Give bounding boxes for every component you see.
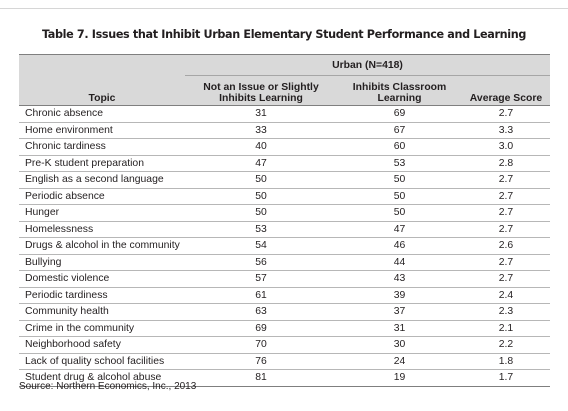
not-an-issue-cell: 40 xyxy=(185,138,337,156)
topic-cell: Bullying xyxy=(19,254,185,271)
inhibits-cell: 47 xyxy=(337,221,462,238)
not-an-issue-cell: 50 xyxy=(185,188,337,205)
not-an-issue-cell: 56 xyxy=(185,254,337,271)
average-score-cell: 2.7 xyxy=(462,105,550,123)
not-an-issue-cell: 70 xyxy=(185,336,337,354)
average-score-cell: 2.1 xyxy=(462,320,550,337)
table-row: Periodic absence 50 50 2.7 xyxy=(19,188,550,205)
group-header-row: Urban (N=418) xyxy=(19,54,550,76)
inhibits-cell: 24 xyxy=(337,353,462,370)
inhibits-cell: 43 xyxy=(337,270,462,288)
inhibits-cell: 19 xyxy=(337,369,462,387)
group-header-urban: Urban (N=418) xyxy=(185,54,550,76)
table-row: Drugs & alcohol in the community 54 46 2.6 xyxy=(19,237,550,255)
table-row: Domestic violence 57 43 2.7 xyxy=(19,270,550,288)
table-row: Chronic absence 31 69 2.7 xyxy=(19,105,550,123)
table-row: Community health 63 37 2.3 xyxy=(19,303,550,321)
not-an-issue-cell: 76 xyxy=(185,353,337,370)
table-row: Homelessness 53 47 2.7 xyxy=(19,221,550,238)
table-row: Neighborhood safety 70 30 2.2 xyxy=(19,336,550,354)
average-score-cell: 2.7 xyxy=(462,188,550,205)
inhibits-cell: 67 xyxy=(337,122,462,139)
inhibits-cell: 39 xyxy=(337,287,462,304)
inhibits-cell: 44 xyxy=(337,254,462,271)
not-an-issue-cell: 81 xyxy=(185,369,337,387)
table-row: Lack of quality school facilities 76 24 1.8 xyxy=(19,353,550,370)
table-row: Crime in the community 69 31 2.1 xyxy=(19,320,550,337)
average-score-cell: 3.3 xyxy=(462,122,550,139)
page-top-rule xyxy=(0,0,568,9)
source-note: Source: Northern Economics, Inc., 2013 xyxy=(19,381,197,392)
not-an-issue-cell: 50 xyxy=(185,204,337,222)
topic-cell: Lack of quality school facilities xyxy=(19,353,185,370)
topic-cell: English as a second language xyxy=(19,171,185,189)
topic-cell: Periodic absence xyxy=(19,188,185,205)
not-an-issue-cell: 63 xyxy=(185,303,337,321)
average-score-cell: 2.3 xyxy=(462,303,550,321)
average-score-cell: 2.8 xyxy=(462,155,550,172)
inhibits-cell: 60 xyxy=(337,138,462,156)
topic-cell: Neighborhood safety xyxy=(19,336,185,354)
not-an-issue-cell: 47 xyxy=(185,155,337,172)
topic-cell: Domestic violence xyxy=(19,270,185,288)
table-title: Table 7. Issues that Inhibit Urban Eleme… xyxy=(41,28,527,41)
not-an-issue-cell: 31 xyxy=(185,105,337,123)
table-row: English as a second language 50 50 2.7 xyxy=(19,171,550,189)
inhibits-cell: 69 xyxy=(337,105,462,123)
not-an-issue-cell: 69 xyxy=(185,320,337,337)
group-header-blank xyxy=(19,54,185,76)
average-score-cell: 2.6 xyxy=(462,237,550,255)
table-row: Pre-K student preparation 47 53 2.8 xyxy=(19,155,550,172)
table-container: Urban (N=418) Topic Not an Issue or Slig… xyxy=(19,54,550,387)
topic-cell: Pre-K student preparation xyxy=(19,155,185,172)
not-an-issue-cell: 33 xyxy=(185,122,337,139)
inhibits-cell: 46 xyxy=(337,237,462,255)
not-an-issue-cell: 54 xyxy=(185,237,337,255)
average-score-cell: 3.0 xyxy=(462,138,550,156)
topic-cell: Periodic tardiness xyxy=(19,287,185,304)
average-score-cell: 1.7 xyxy=(462,369,550,387)
average-score-cell: 2.7 xyxy=(462,270,550,288)
not-an-issue-cell: 57 xyxy=(185,270,337,288)
inhibits-cell: 50 xyxy=(337,188,462,205)
issues-table: Urban (N=418) Topic Not an Issue or Slig… xyxy=(19,54,550,387)
average-score-cell: 2.2 xyxy=(462,336,550,354)
average-score-cell: 2.4 xyxy=(462,287,550,304)
table-row: Periodic tardiness 61 39 2.4 xyxy=(19,287,550,304)
table-row: Home environment 33 67 3.3 xyxy=(19,122,550,139)
table-row: Bullying 56 44 2.7 xyxy=(19,254,550,271)
column-header-inhibits: Inhibits Classroom Learning xyxy=(337,75,462,106)
not-an-issue-cell: 61 xyxy=(185,287,337,304)
topic-cell: Home environment xyxy=(19,122,185,139)
topic-cell: Chronic absence xyxy=(19,105,185,123)
topic-cell: Crime in the community xyxy=(19,320,185,337)
inhibits-cell: 37 xyxy=(337,303,462,321)
inhibits-cell: 31 xyxy=(337,320,462,337)
average-score-cell: 2.7 xyxy=(462,254,550,271)
average-score-cell: 2.7 xyxy=(462,221,550,238)
inhibits-cell: 30 xyxy=(337,336,462,354)
topic-cell: Hunger xyxy=(19,204,185,222)
average-score-cell: 1.8 xyxy=(462,353,550,370)
inhibits-cell: 50 xyxy=(337,171,462,189)
average-score-cell: 2.7 xyxy=(462,171,550,189)
column-header-row: Topic Not an Issue or Slightly Inhibits … xyxy=(19,75,550,106)
not-an-issue-cell: 50 xyxy=(185,171,337,189)
topic-cell: Student drug & alcohol abuse xyxy=(19,369,185,387)
table-row: Chronic tardiness 40 60 3.0 xyxy=(19,138,550,156)
column-header-average-score: Average Score xyxy=(462,75,550,106)
table-row: Hunger 50 50 2.7 xyxy=(19,204,550,222)
average-score-cell: 2.7 xyxy=(462,204,550,222)
topic-cell: Chronic tardiness xyxy=(19,138,185,156)
column-header-not-an-issue: Not an Issue or Slightly Inhibits Learni… xyxy=(185,75,337,106)
not-an-issue-cell: 53 xyxy=(185,221,337,238)
topic-cell: Community health xyxy=(19,303,185,321)
column-header-topic: Topic xyxy=(19,75,185,106)
topic-cell: Homelessness xyxy=(19,221,185,238)
table-row: Student drug & alcohol abuse 81 19 1.7 xyxy=(19,369,550,387)
inhibits-cell: 53 xyxy=(337,155,462,172)
topic-cell: Drugs & alcohol in the community xyxy=(19,237,185,255)
inhibits-cell: 50 xyxy=(337,204,462,222)
table-body: Chronic absence 31 69 2.7 Home environment 33… xyxy=(19,105,550,387)
